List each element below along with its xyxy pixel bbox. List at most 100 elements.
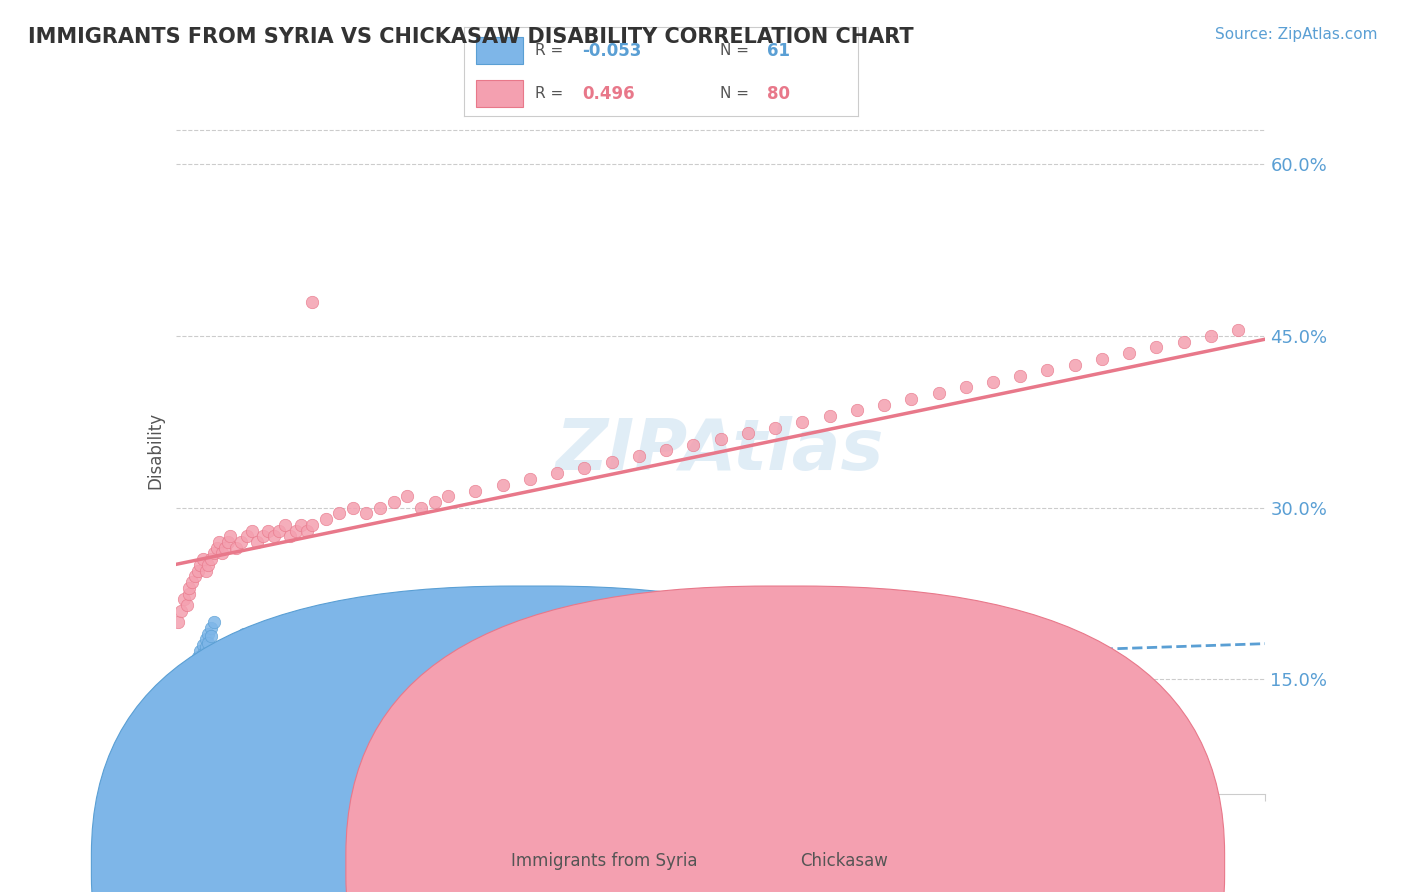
Point: [179, 674, 201, 689]
Point: [186, 649, 209, 664]
Point: [1227, 323, 1250, 337]
Point: [219, 529, 242, 543]
Point: [492, 478, 515, 492]
Point: [437, 489, 460, 503]
Point: [263, 529, 285, 543]
Text: Chickasaw: Chickasaw: [800, 852, 887, 870]
Point: [269, 670, 291, 684]
Point: [202, 546, 225, 561]
Point: [181, 735, 204, 749]
Point: [214, 541, 236, 555]
Point: [252, 529, 274, 543]
Point: [205, 678, 228, 692]
Point: [928, 386, 950, 401]
Point: [546, 467, 568, 481]
Point: [197, 558, 219, 572]
Point: [181, 670, 204, 684]
Point: [173, 678, 195, 692]
Point: [290, 517, 312, 532]
Point: [437, 592, 460, 607]
Point: [225, 541, 247, 555]
Point: [231, 535, 253, 549]
Point: [205, 541, 228, 555]
Point: [179, 586, 201, 600]
Text: 0.496: 0.496: [582, 85, 634, 103]
Point: [574, 460, 596, 475]
Text: Source: ZipAtlas.com: Source: ZipAtlas.com: [1215, 27, 1378, 42]
Point: [423, 495, 446, 509]
Point: [295, 524, 318, 538]
Point: [176, 673, 198, 687]
Point: [167, 615, 190, 630]
Point: [217, 535, 239, 549]
Point: [246, 658, 269, 673]
Text: 0.0%: 0.0%: [153, 797, 198, 815]
Point: [176, 681, 198, 696]
Point: [287, 681, 309, 696]
Point: [170, 604, 193, 618]
Point: [710, 615, 733, 630]
Point: [188, 753, 211, 767]
Point: [200, 621, 222, 635]
Point: [396, 489, 419, 503]
Point: [235, 644, 257, 658]
Point: [179, 581, 201, 595]
Text: IMMIGRANTS FROM SYRIA VS CHICKASAW DISABILITY CORRELATION CHART: IMMIGRANTS FROM SYRIA VS CHICKASAW DISAB…: [28, 27, 914, 46]
Point: [173, 718, 195, 732]
Point: [194, 632, 217, 647]
Point: [409, 500, 432, 515]
Point: [179, 666, 201, 681]
Point: [574, 644, 596, 658]
Point: [1199, 329, 1222, 343]
Point: [208, 673, 231, 687]
Point: [682, 438, 704, 452]
Point: [845, 403, 868, 417]
Point: [173, 695, 195, 709]
Point: [205, 686, 228, 700]
Point: [284, 524, 307, 538]
Point: [627, 449, 650, 463]
Point: [176, 723, 198, 738]
Point: [246, 535, 269, 549]
Point: [1144, 341, 1167, 355]
Text: 61: 61: [768, 42, 790, 60]
Point: [1118, 346, 1140, 360]
Point: [184, 741, 207, 756]
Point: [260, 666, 283, 681]
Point: [222, 644, 245, 658]
Bar: [475, 80, 523, 107]
Text: N =: N =: [720, 87, 754, 101]
Point: [188, 652, 211, 666]
Point: [197, 626, 219, 640]
Point: [170, 713, 193, 727]
Point: [235, 529, 257, 543]
Point: [1036, 363, 1059, 377]
Point: [274, 674, 297, 689]
Point: [184, 663, 207, 677]
Point: [301, 690, 323, 704]
Point: [710, 432, 733, 446]
Point: [751, 661, 773, 675]
Point: [737, 426, 759, 441]
Point: [763, 666, 786, 681]
Point: [240, 652, 263, 666]
Point: [600, 455, 623, 469]
Point: [181, 661, 204, 675]
Text: 80: 80: [768, 85, 790, 103]
Point: [202, 615, 225, 630]
Point: [191, 638, 214, 652]
Point: [845, 644, 868, 658]
Point: [191, 758, 214, 772]
Point: [179, 686, 201, 700]
Point: [219, 649, 242, 664]
Point: [315, 512, 337, 526]
Bar: [475, 37, 523, 64]
Point: [211, 546, 233, 561]
Y-axis label: Disability: Disability: [146, 412, 165, 489]
Point: [763, 420, 786, 434]
Point: [208, 535, 231, 549]
Point: [200, 552, 222, 566]
Point: [184, 655, 207, 669]
Text: -0.053: -0.053: [582, 42, 641, 60]
Point: [382, 495, 405, 509]
